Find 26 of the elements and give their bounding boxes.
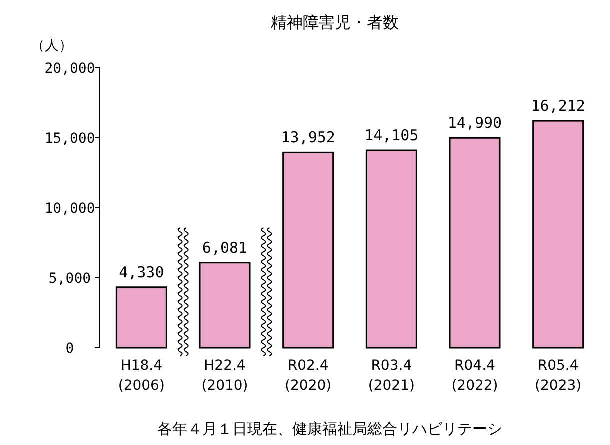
y-tick-label: 20,000 [44,61,96,77]
bar [116,286,168,349]
x-tick-label: R05.4 (2023) [535,358,582,394]
data-label: 13,952 [281,128,336,147]
bar [532,120,584,349]
bar [199,262,251,349]
data-label: 14,105 [364,126,419,145]
x-tick-label: R04.4 (2022) [452,358,498,394]
title: 精神障害児・者数 [271,13,399,32]
x-tick-label: R03.4 (2021) [368,358,415,394]
y-tick-label: 0 [66,341,74,357]
bar [449,137,501,349]
bar [282,152,334,349]
data-label: 14,990 [448,114,502,132]
x-tick-label: H18.4 (2006) [118,358,165,394]
y-tick-label: 5,000 [48,271,92,287]
data-label: 16,212 [531,97,586,116]
text: 各年４月１日現在、健康福祉局総合リハビリテーシ [158,420,502,438]
x-tick-label: H22.4 (2010) [202,358,248,394]
y-tick-label: 15,000 [44,131,96,147]
x-tick-label: R02.4 (2020) [285,358,332,394]
y-axis-title: （人） [31,38,73,54]
data-label: 6,081 [202,238,248,257]
bar [366,150,418,349]
y-tick-label: 10,000 [44,201,96,217]
data-label: 4,330 [119,263,164,282]
